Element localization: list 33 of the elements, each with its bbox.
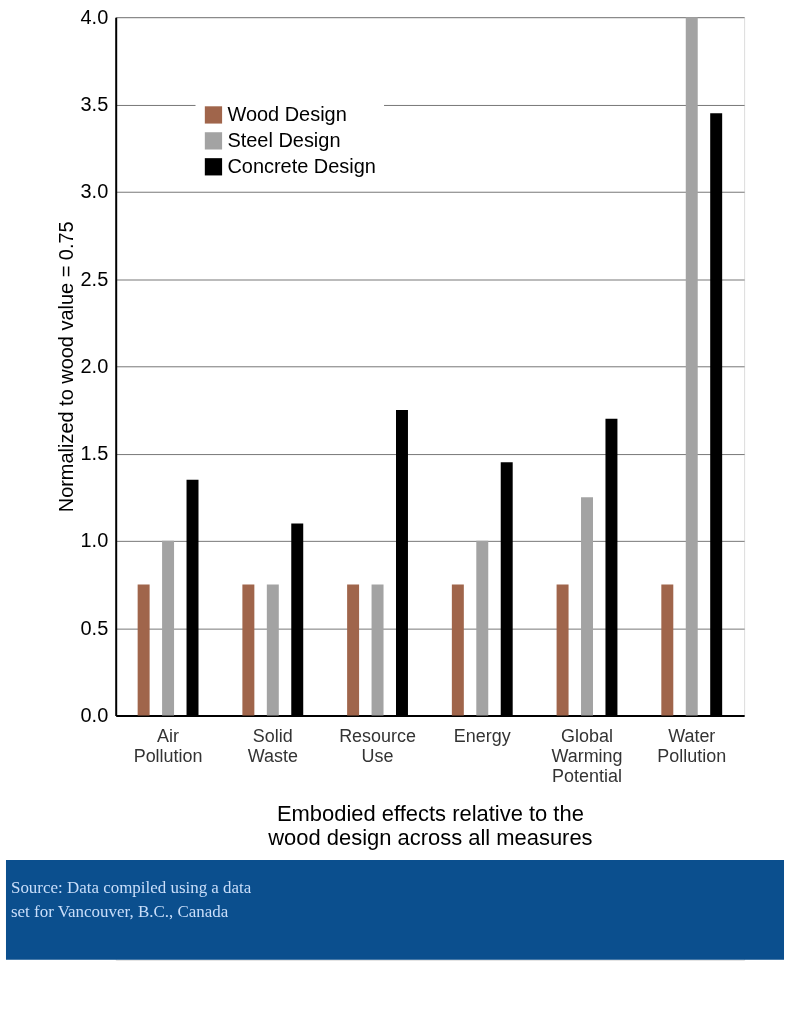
bar	[162, 540, 175, 716]
legend-label: Steel Design	[227, 128, 341, 151]
x-tick-label: Energy	[453, 725, 511, 746]
legend-label: Wood Design	[227, 102, 347, 125]
bar	[661, 584, 674, 716]
y-tick-label: 1.5	[80, 442, 109, 465]
bar	[451, 584, 464, 716]
x-tick-label: Solid Waste	[247, 725, 298, 766]
bar	[242, 584, 255, 716]
bar	[685, 17, 698, 716]
x-tick-label: Water Pollution	[657, 725, 727, 766]
bar	[581, 497, 593, 716]
y-tick-label: 0.0	[80, 703, 109, 726]
y-tick-label: 2.5	[80, 267, 109, 290]
bar	[266, 584, 279, 716]
bar	[137, 584, 150, 716]
x-tick-label: Global Warming Potential	[551, 725, 623, 786]
y-tick-label: 3.5	[80, 92, 109, 115]
y-tick-label: 4.0	[80, 5, 109, 28]
bar	[476, 540, 489, 716]
y-tick-label: 2.0	[80, 354, 109, 377]
x-axis-title: Embodied effects relative to the wood design across all measures	[267, 800, 593, 850]
bar	[347, 584, 360, 716]
y-tick-label: 1.0	[80, 529, 109, 552]
x-tick-label: Air Pollution	[133, 725, 203, 766]
x-tick-label: Resource Use	[339, 725, 416, 766]
bar	[556, 584, 569, 716]
y-tick-label: 0.5	[80, 616, 109, 639]
legend-label: Concrete Design	[227, 154, 376, 177]
source-note: Source: Data compiled using a data set for Vancouver, B.C., Canada	[10, 877, 252, 921]
bar	[371, 584, 384, 716]
y-tick-label: 3.0	[80, 180, 109, 203]
y-axis-title: Normalized to wood value = 0.75	[54, 221, 77, 513]
